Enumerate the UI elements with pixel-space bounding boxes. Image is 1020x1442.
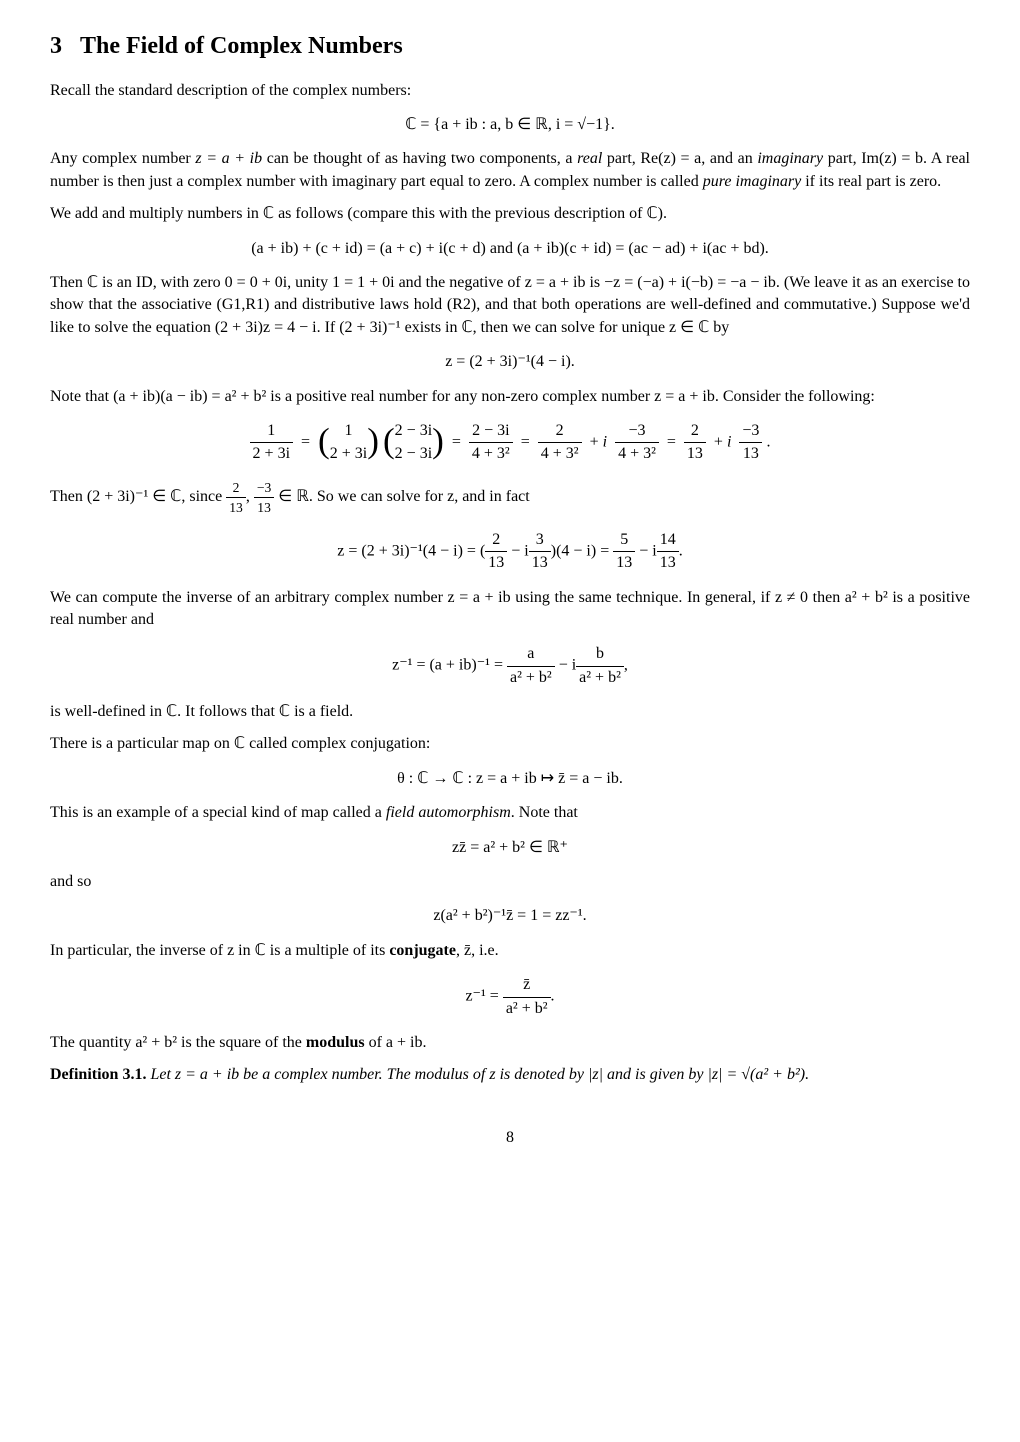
- paragraph: Then ℂ is an ID, with zero 0 = 0 + 0i, u…: [50, 272, 970, 339]
- text: Any complex number: [50, 150, 195, 167]
- section-title: The Field of Complex Numbers: [80, 33, 403, 59]
- paragraph: There is a particular map on ℂ called co…: [50, 733, 970, 755]
- paren-left: (: [383, 425, 395, 457]
- paren-right: ): [432, 425, 444, 457]
- equation: z = (2 + 3i)⁻¹(4 − i).: [50, 351, 970, 373]
- paragraph: Any complex number z = a + ib can be tho…: [50, 148, 970, 193]
- inline-math: z = a + ib: [195, 150, 262, 167]
- fraction: 2 − 3i4 + 3²: [469, 420, 513, 466]
- paragraph: In particular, the inverse of z in ℂ is …: [50, 940, 970, 962]
- text: This is an example of a special kind of …: [50, 804, 386, 821]
- paragraph: Recall the standard description of the c…: [50, 80, 970, 102]
- fraction: −34 + 3²: [615, 420, 659, 466]
- text: if its real part is zero.: [801, 173, 941, 190]
- term: pure imaginary: [703, 173, 802, 190]
- text: ∈ ℝ. So we can solve for z, and in fact: [274, 488, 529, 505]
- text: . Note that: [511, 804, 578, 821]
- equation: z⁻¹ = z̄a² + b².: [50, 974, 970, 1020]
- paren-right: ): [367, 425, 379, 457]
- text: of a + ib.: [365, 1034, 427, 1051]
- column: 2 − 3i2 − 3i: [395, 420, 432, 465]
- fraction: 313: [529, 529, 551, 575]
- definition-label: Definition 3.1.: [50, 1066, 146, 1083]
- text: The quantity a² + b² is the square of th…: [50, 1034, 306, 1051]
- term: real: [577, 150, 602, 167]
- text: part, Re(z) = a, and an: [602, 150, 757, 167]
- paragraph: This is an example of a special kind of …: [50, 802, 970, 824]
- equation: z(a² + b²)⁻¹z̄ = 1 = zz⁻¹.: [50, 905, 970, 927]
- paren-left: (: [318, 425, 330, 457]
- fraction: 213: [226, 478, 246, 517]
- paragraph: We add and multiply numbers in ℂ as foll…: [50, 203, 970, 225]
- term: field automorphism: [386, 804, 511, 821]
- term: imaginary: [757, 150, 823, 167]
- paragraph: and so: [50, 871, 970, 893]
- fraction: 213: [684, 420, 706, 466]
- paragraph: is well-defined in ℂ. It follows that ℂ …: [50, 701, 970, 723]
- paragraph: Note that (a + ib)(a − ib) = a² + b² is …: [50, 386, 970, 408]
- section-number: 3: [50, 33, 62, 59]
- column: 12 + 3i: [330, 420, 367, 465]
- text: In particular, the inverse of z in ℂ is …: [50, 942, 389, 959]
- fraction: 12 + 3i: [250, 420, 293, 466]
- page-number: 8: [50, 1127, 970, 1149]
- paragraph: Then (2 + 3i)⁻¹ ∈ ℂ, since 213, −313 ∈ ℝ…: [50, 478, 970, 517]
- fraction: 213: [485, 529, 507, 575]
- text: Then (2 + 3i)⁻¹ ∈ ℂ, since: [50, 488, 226, 505]
- definition: Definition 3.1. Let z = a + ib be a comp…: [50, 1064, 970, 1086]
- equation: zz̄ = a² + b² ∈ ℝ⁺: [50, 837, 970, 859]
- paragraph: The quantity a² + b² is the square of th…: [50, 1032, 970, 1054]
- fraction: 24 + 3²: [538, 420, 582, 466]
- text: , z̄, i.e.: [456, 942, 499, 959]
- fraction: 513: [613, 529, 635, 575]
- fraction: −313: [254, 478, 274, 517]
- fraction: aa² + b²: [507, 643, 555, 689]
- equation: θ : ℂ → ℂ : z = a + ib ↦ z̄ = a − ib.: [50, 768, 970, 790]
- fraction: −313: [739, 420, 762, 466]
- definition-body: Let z = a + ib be a complex number. The …: [150, 1066, 809, 1083]
- term: conjugate: [389, 942, 456, 959]
- fraction: z̄a² + b²: [503, 974, 551, 1020]
- equation: (a + ib) + (c + id) = (a + c) + i(c + d)…: [50, 238, 970, 260]
- equation: ℂ = {a + ib : a, b ∈ ℝ, i = √−1}.: [50, 114, 970, 136]
- equation: z⁻¹ = (a + ib)⁻¹ = aa² + b² − iba² + b²,: [50, 643, 970, 689]
- paragraph: We can compute the inverse of an arbitra…: [50, 587, 970, 632]
- equation: z = (2 + 3i)⁻¹(4 − i) = (213 − i313)(4 −…: [50, 529, 970, 575]
- section-heading: 3 The Field of Complex Numbers: [50, 30, 970, 64]
- text: can be thought of as having two componen…: [262, 150, 577, 167]
- equation: 12 + 3i = (12 + 3i) (2 − 3i2 − 3i) = 2 −…: [50, 420, 970, 466]
- term: modulus: [306, 1034, 365, 1051]
- fraction: ba² + b²: [576, 643, 624, 689]
- fraction: 1413: [657, 529, 679, 575]
